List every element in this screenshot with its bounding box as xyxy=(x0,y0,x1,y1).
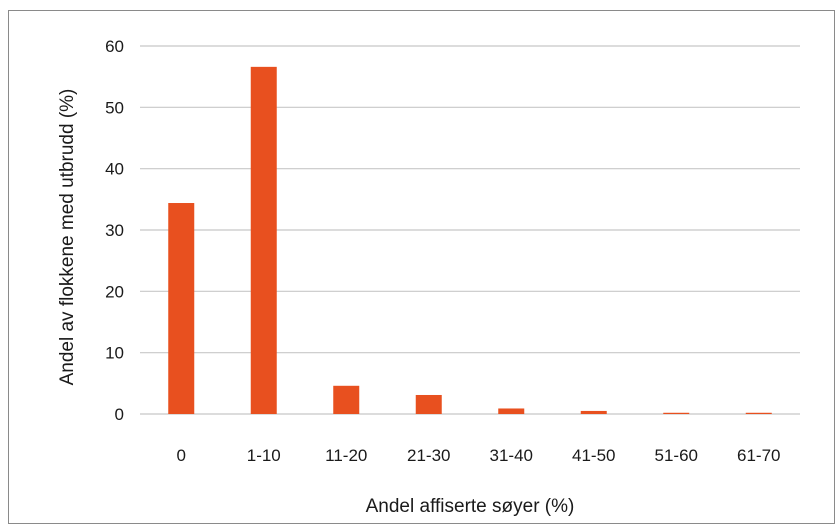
bar-1-10 xyxy=(250,66,277,414)
x-tick-label: 61-70 xyxy=(737,446,780,465)
x-tick-label: 31-40 xyxy=(490,446,533,465)
gridlines xyxy=(140,45,800,415)
bar-21-30 xyxy=(415,394,442,414)
bars xyxy=(168,66,772,414)
y-tick-label: 0 xyxy=(115,405,124,424)
x-tick-label: 21-30 xyxy=(407,446,450,465)
x-tick-label: 51-60 xyxy=(655,446,698,465)
y-tick-label: 50 xyxy=(105,98,124,117)
y-tick-labels: 0 10 20 30 40 50 60 xyxy=(105,37,124,424)
x-tick-label: 41-50 xyxy=(572,446,615,465)
bar-41-50 xyxy=(580,410,607,414)
y-tick-label: 20 xyxy=(105,282,124,301)
bar-31-40 xyxy=(498,408,525,414)
bar-11-20 xyxy=(333,385,360,414)
y-tick-label: 10 xyxy=(105,344,124,363)
y-tick-label: 30 xyxy=(105,221,124,240)
bar-51-60 xyxy=(663,412,690,414)
y-tick-label: 40 xyxy=(105,160,124,179)
x-tick-label: 0 xyxy=(177,446,186,465)
y-tick-label: 60 xyxy=(105,37,124,56)
bar-0 xyxy=(168,203,195,414)
x-tick-label: 1-10 xyxy=(247,446,281,465)
x-tick-label: 11-20 xyxy=(325,446,367,465)
y-axis-title: Andel av flokkene med utbrudd (%) xyxy=(57,89,78,386)
chart-frame xyxy=(8,10,835,524)
x-tick-labels: 0 1-10 11-20 21-30 31-40 41-50 51-60 61-70 xyxy=(177,446,781,465)
bar-61-70 xyxy=(745,412,772,414)
x-axis-title: Andel affiserte søyer (%) xyxy=(366,496,575,517)
